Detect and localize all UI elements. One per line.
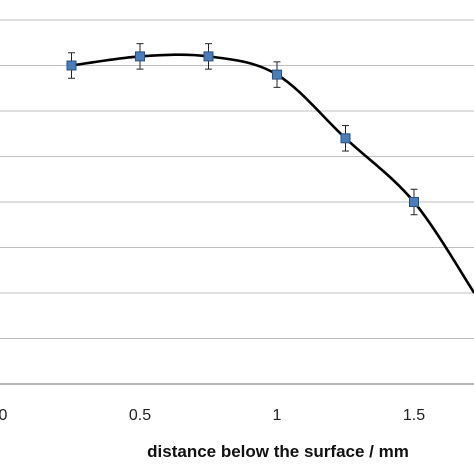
x-tick-label-2: 1 bbox=[273, 407, 282, 424]
error-bars bbox=[68, 43, 418, 216]
x-axis-title: distance below the surface / mm bbox=[147, 442, 409, 461]
data-point-5 bbox=[409, 197, 419, 207]
x-tick-labels: 0 0.5 1 1.5 bbox=[0, 407, 425, 424]
x-tick-label-3: 1.5 bbox=[403, 407, 425, 424]
data-point-2 bbox=[203, 51, 214, 62]
data-point-1 bbox=[135, 51, 145, 62]
x-tick-label-0: 0 bbox=[0, 407, 8, 424]
data-point-3 bbox=[272, 69, 282, 80]
x-tick-label-1: 0.5 bbox=[129, 407, 151, 424]
data-point-0 bbox=[66, 60, 77, 71]
data-point-4 bbox=[340, 133, 351, 144]
data-markers bbox=[66, 51, 419, 207]
series-line bbox=[71, 53, 474, 294]
